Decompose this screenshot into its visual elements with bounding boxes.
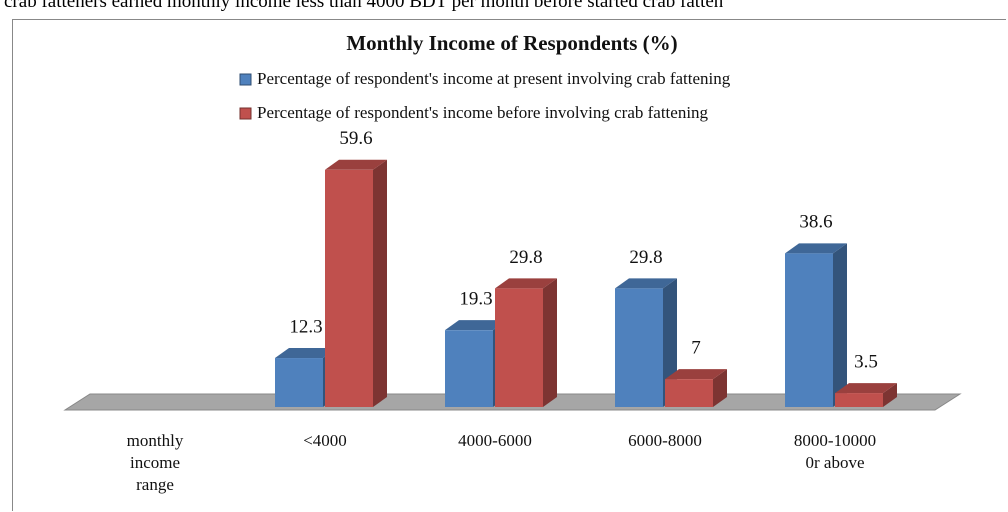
legend-label: Percentage of respondent's income before…	[257, 103, 709, 122]
data-label: 12.3	[289, 316, 322, 337]
bar-top	[325, 159, 387, 170]
bar-top	[665, 369, 727, 380]
data-label: 59.6	[339, 128, 372, 149]
chart-title: Monthly Income of Respondents (%)	[346, 31, 677, 55]
x-tick-label: 6000-8000	[628, 431, 702, 450]
data-label: 3.5	[854, 351, 878, 372]
legend-swatch	[239, 73, 252, 86]
bar	[495, 288, 543, 407]
data-label: 29.8	[509, 247, 542, 268]
x-tick-label: monthly income range	[126, 431, 184, 494]
bar	[665, 379, 713, 407]
bar-top	[785, 243, 847, 254]
legend-swatch	[239, 107, 252, 120]
bar-top	[835, 383, 897, 394]
chart-frame	[12, 19, 1006, 511]
data-label: 7	[691, 337, 701, 358]
data-label: 19.3	[459, 289, 492, 310]
bar-top	[495, 278, 557, 289]
data-label: 29.8	[629, 247, 662, 268]
data-label: 38.6	[799, 212, 832, 233]
bar-side	[833, 243, 847, 407]
caption-above: crab fatteners earned monthly income les…	[4, 0, 724, 12]
bar-top	[615, 278, 677, 289]
bar	[785, 253, 833, 407]
bar-top	[275, 348, 337, 359]
bar	[325, 169, 373, 407]
bar-side	[373, 159, 387, 407]
bar-side	[543, 278, 557, 407]
legend-label: Percentage of respondent's income at pre…	[257, 69, 731, 88]
bar-top	[445, 320, 507, 331]
x-tick-label: <4000	[303, 431, 347, 450]
x-tick-label: 8000-10000 0r above	[793, 431, 877, 472]
bar	[615, 288, 663, 407]
bar	[445, 330, 493, 407]
bar	[835, 393, 883, 407]
bar	[275, 358, 323, 407]
x-tick-label: 4000-6000	[458, 431, 532, 450]
bar-side	[883, 383, 897, 407]
bar-side	[713, 369, 727, 407]
